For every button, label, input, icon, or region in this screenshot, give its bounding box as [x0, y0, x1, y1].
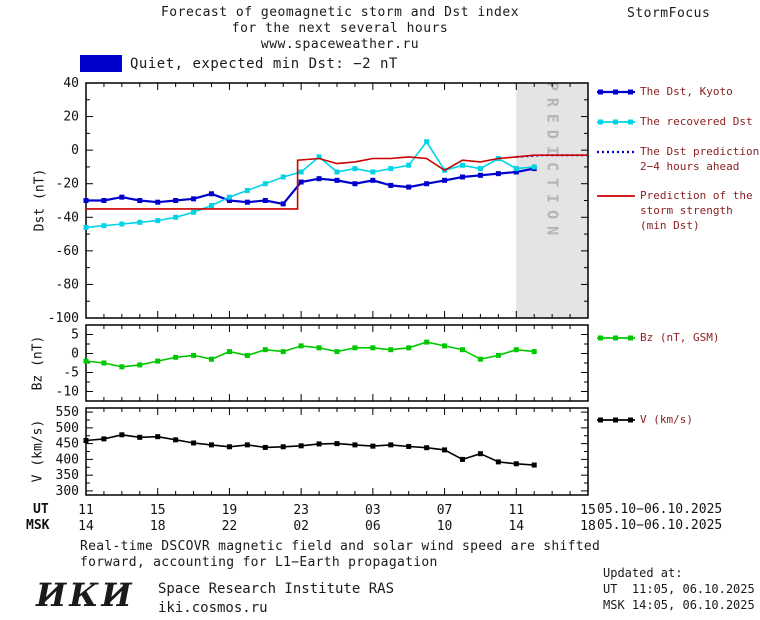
legend-storm-prediction-label: Prediction of the storm strength (min Ds…: [640, 189, 753, 232]
legend-recovered-dst-label: The recovered Dst: [640, 115, 753, 128]
svg-text:300: 300: [56, 484, 79, 499]
legend-recovered-dst: The recovered Dst: [596, 114, 760, 129]
svg-text:10: 10: [437, 519, 453, 534]
status-label: Quiet, expected min Dst: −2 nT: [130, 56, 398, 72]
title-line-1: Forecast of geomagnetic storm and Dst in…: [160, 5, 520, 20]
svg-text:06: 06: [365, 519, 381, 534]
legend-v: V (km/s): [596, 412, 760, 427]
svg-text:350: 350: [56, 468, 79, 483]
title-line-3: www.spaceweather.ru: [260, 37, 420, 52]
legend-v-label: V (km/s): [640, 413, 693, 426]
svg-text:PREDICTION: PREDICTION: [544, 82, 562, 242]
legend-dst-kyoto: The Dst, Kyoto: [596, 84, 760, 99]
svg-text:-5: -5: [63, 366, 79, 381]
iki-logo: ИКИ: [36, 576, 135, 614]
updated-at-label: Updated at:: [603, 566, 683, 580]
svg-text:500: 500: [56, 421, 79, 436]
svg-text:15: 15: [150, 503, 166, 518]
svg-text:40: 40: [63, 76, 79, 91]
recovered-dst-legend-marker: [597, 119, 635, 125]
svg-text:0: 0: [71, 347, 79, 362]
svg-text:-10: -10: [56, 385, 79, 400]
svg-text:5: 5: [71, 328, 79, 343]
svg-text:03: 03: [365, 503, 381, 518]
dst-prediction-legend-marker: [597, 150, 635, 154]
page-title: Forecast of geomagnetic storm and Dst in…: [120, 5, 560, 53]
svg-text:0: 0: [71, 143, 79, 158]
v-legend-marker: [597, 417, 635, 423]
svg-text:-100: -100: [48, 311, 79, 326]
ut-date-range: 05.10−06.10.2025: [597, 502, 723, 517]
svg-text:02: 02: [293, 519, 309, 534]
svg-text:22: 22: [222, 519, 238, 534]
svg-text:18: 18: [580, 519, 596, 534]
quiet-level-swatch: [80, 55, 122, 72]
institute-name: Space Research Institute RAS: [158, 581, 395, 597]
svg-text:-80: -80: [56, 277, 79, 292]
v-axis-label: V (km/s): [30, 419, 46, 483]
svg-text:07: 07: [437, 503, 453, 518]
dst-kyoto-legend-marker: [597, 89, 635, 95]
svg-text:23: 23: [293, 503, 309, 518]
svg-text:11: 11: [508, 503, 524, 518]
svg-text:18: 18: [150, 519, 166, 534]
legend-storm-prediction: Prediction of the storm strength (min Ds…: [596, 188, 760, 233]
msk-row-label: MSK: [26, 518, 50, 533]
updated-ut: UT 11:05, 06.10.2025: [603, 582, 755, 596]
storm-prediction-legend-marker: [597, 195, 635, 197]
bz-legend-marker: [597, 335, 635, 341]
title-line-2: for the next several hours: [231, 21, 449, 36]
svg-text:450: 450: [56, 437, 79, 452]
legend-bz-label: Bz (nT, GSM): [640, 331, 720, 344]
svg-text:14: 14: [78, 519, 94, 534]
msk-date-range: 05.10−06.10.2025: [597, 518, 723, 533]
legend-dst-prediction: The Dst prediction 2−4 hours ahead: [596, 144, 760, 174]
svg-text:15: 15: [580, 503, 596, 518]
footnote-line-2: forward, accounting for L1−Earth propaga…: [80, 555, 438, 570]
svg-text:550: 550: [56, 405, 79, 420]
svg-text:11: 11: [78, 503, 94, 518]
svg-text:19: 19: [222, 503, 238, 518]
updated-msk: MSK 14:05, 06.10.2025: [603, 598, 755, 612]
svg-text:14: 14: [508, 519, 524, 534]
footnote-line-1: Real-time DSCOVR magnetic field and sola…: [80, 539, 601, 554]
legend-bz: Bz (nT, GSM): [596, 330, 760, 345]
svg-text:-60: -60: [56, 244, 79, 259]
legend-dst-prediction-label: The Dst prediction 2−4 hours ahead: [640, 145, 760, 173]
svg-text:-20: -20: [56, 177, 79, 192]
svg-text:400: 400: [56, 452, 79, 467]
dst-axis-label: Dst (nT): [32, 168, 48, 232]
legend-dst-kyoto-label: The Dst, Kyoto: [640, 85, 733, 98]
institute-site: iki.cosmos.ru: [158, 600, 268, 616]
brand-label: StormFocus: [627, 6, 711, 21]
ut-row-label: UT: [33, 502, 49, 517]
svg-text:20: 20: [63, 110, 79, 125]
bz-axis-label: Bz (nT): [30, 335, 46, 391]
svg-text:-40: -40: [56, 210, 79, 225]
